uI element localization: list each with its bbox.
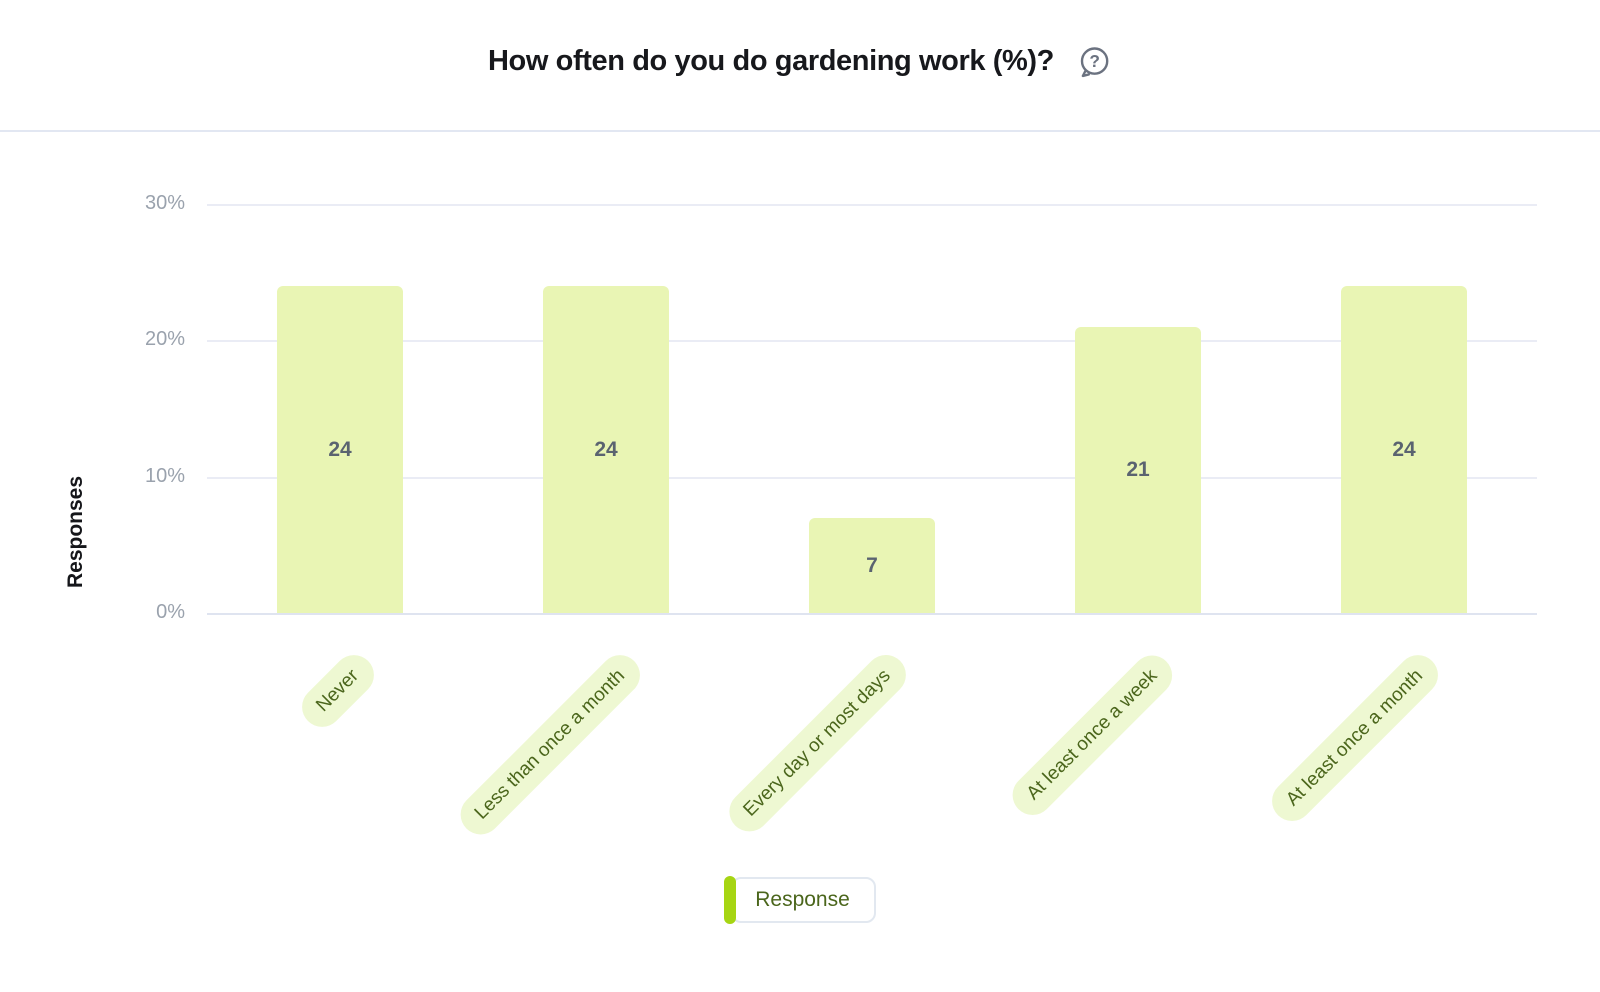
bar-value-label-never: 24: [328, 437, 352, 461]
bar-at-least-once-a-week[interactable]: 21: [1075, 327, 1201, 613]
bar-less-than-once-a-month[interactable]: 24: [543, 286, 669, 613]
header-divider: [0, 130, 1600, 132]
legend-item-response[interactable]: Response: [0, 876, 1600, 924]
y-axis-title: Responses: [64, 475, 87, 589]
svg-text:?: ?: [1089, 51, 1100, 71]
y-tick-label-10: 10%: [144, 464, 185, 487]
x-axis-label-every-day-or-most-days: Every day or most days: [721, 647, 915, 840]
legend-label: Response: [755, 888, 850, 911]
gridline-30: [207, 204, 1537, 206]
help-icon[interactable]: ?: [1076, 44, 1112, 80]
bar-every-day-or-most-days[interactable]: 7: [809, 518, 935, 613]
gridline-10: [207, 476, 1537, 479]
plot-area: 30% 20% 10% 0% 24 Never 24 Less than once a mon…: [145, 192, 1537, 843]
y-tick-label-30: 30%: [144, 192, 185, 214]
bar-at-least-once-a-month[interactable]: 24: [1341, 286, 1467, 613]
bar-value-label-less-than-once-a-month: 24: [594, 437, 618, 461]
bar-never[interactable]: 24: [277, 286, 403, 613]
bar-value-label-every-day-or-most-days: 7: [866, 553, 878, 577]
gridline-20: [207, 340, 1537, 343]
x-axis-label-never: Never: [294, 647, 383, 736]
y-tick-label-20: 20%: [144, 328, 185, 351]
legend-pill: Response: [731, 877, 876, 923]
bar-value-label-at-least-once-a-week: 21: [1126, 458, 1150, 481]
legend-marker: [724, 876, 737, 924]
chart-title: How often do you do gardening work (%)?: [488, 44, 1054, 77]
bar-value-label-at-least-once-a-month: 24: [1392, 437, 1416, 461]
x-axis-label-at-least-once-a-week: At least once a week: [1003, 647, 1181, 824]
chart-header: How often do you do gardening work (%)? …: [0, 38, 1600, 84]
x-axis-label-less-than-once-a-month: Less than once a month: [452, 647, 649, 843]
y-tick-label-0: 0%: [156, 601, 185, 623]
x-axis-label-at-least-once-a-month: At least once a month: [1264, 647, 1447, 830]
